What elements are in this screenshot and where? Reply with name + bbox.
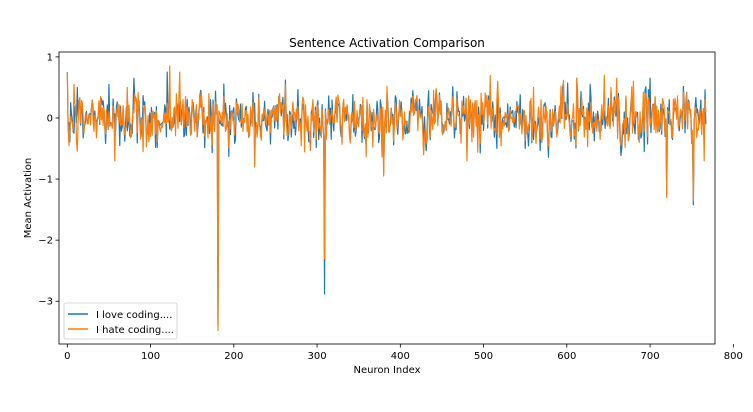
- x-tick-label: 400: [391, 351, 410, 362]
- x-tick-label: 600: [557, 351, 576, 362]
- chart-title: Sentence Activation Comparison: [289, 36, 485, 50]
- x-tick-label: 500: [474, 351, 493, 362]
- axes-frame: [58, 51, 716, 345]
- legend-label-hate: I hate coding....: [96, 325, 174, 336]
- x-axis-label: Neuron Index: [353, 365, 420, 376]
- y-axis-label: Mean Activation: [23, 158, 34, 239]
- series-lines: [66, 65, 707, 332]
- y-tick-label: −3: [38, 297, 53, 308]
- x-tick-label: 300: [308, 351, 327, 362]
- y-tick-label: 1: [47, 52, 53, 63]
- x-tick-label: 100: [141, 351, 160, 362]
- x-tick-label: 0: [64, 351, 70, 362]
- y-tick-label: 0: [47, 113, 53, 124]
- x-tick-label: 800: [724, 351, 743, 362]
- x-tick-label: 700: [641, 351, 660, 362]
- legend: I love coding.... I hate coding....: [63, 302, 178, 340]
- series-line-hate: [66, 65, 707, 332]
- y-tick-label: −1: [38, 175, 53, 186]
- x-axis: 0 100 200 300 400 500 600 700 800: [64, 344, 743, 362]
- y-axis: 1 0 −1 −2 −3: [38, 52, 59, 308]
- x-tick-label: 200: [224, 351, 243, 362]
- legend-box: [63, 302, 178, 340]
- legend-label-love: I love coding....: [96, 310, 172, 321]
- y-tick-label: −2: [38, 236, 53, 247]
- plot-area: [66, 65, 707, 332]
